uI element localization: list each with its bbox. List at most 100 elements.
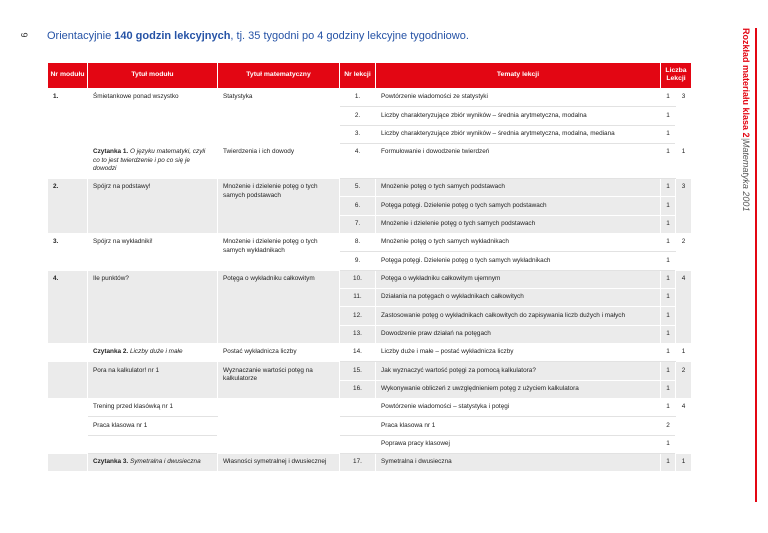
col-header-module-title: Tytuł modułu xyxy=(87,62,218,89)
table-row: 7. Mnożenie i dzielenie potęg o tych sam… xyxy=(48,214,692,234)
lesson-no-cell: 12. xyxy=(339,306,376,326)
lesson-no-cell: 16. xyxy=(339,379,376,399)
topic-cell: Powtórzenie wiadomości ze statystyki xyxy=(375,87,661,108)
math-title-cell: Postać wykładnicza liczby xyxy=(217,342,340,363)
module-total-cell: 3 xyxy=(675,177,692,234)
topic-cell: Potęga potęgi. Dzielenie potęg o tych sa… xyxy=(375,196,661,216)
module-title-cell: Trening przed klasówką nr 1 xyxy=(87,397,218,418)
lesson-no-cell: 13. xyxy=(339,324,376,344)
math-title-cell: Potęga o wykładniku całkowitym xyxy=(217,269,340,344)
math-title-cell: Własności symetralnej i dwusiecznej xyxy=(217,452,340,473)
module-title-cell: Ile punktów? xyxy=(87,269,218,344)
col-header-count: Liczba Lekcji xyxy=(660,62,692,89)
lesson-no-cell: 10. xyxy=(339,269,376,289)
topic-cell: Powtórzenie wiadomości – statystyka i po… xyxy=(375,397,661,418)
lesson-count-cell: 1 xyxy=(660,306,676,326)
col-header-module-no: Nr modułu xyxy=(47,62,88,89)
topic-cell: Zastosowanie potęg o wykładnikach całkow… xyxy=(375,306,661,326)
module-title-italic: Liczby duże i małe xyxy=(129,348,183,356)
math-title-cell: Mnożenie i dzielenie potęg o tych samych… xyxy=(217,177,340,234)
module-no-cell xyxy=(47,361,88,399)
table-row: Poprawa pracy klasowej 1 xyxy=(48,434,692,454)
lesson-no-cell xyxy=(339,397,376,418)
topic-cell: Jak wyznaczyć wartość potęgi za pomocą k… xyxy=(375,361,661,381)
side-separator: | xyxy=(741,137,751,140)
table-row: 12. Zastosowanie potęg o wykładnikach ca… xyxy=(48,306,692,326)
table-row: 2. Spójrz na podstawy! Mnożenie i dziele… xyxy=(47,177,692,234)
lesson-no-cell: 2. xyxy=(339,106,376,126)
lesson-no-cell xyxy=(339,434,376,454)
topic-cell: Potęga potęgi. Dzielenie potęg o tych sa… xyxy=(375,251,661,271)
table-row: 3. Spójrz na wykładniki! Mnożenie i dzie… xyxy=(47,232,692,271)
module-no-cell: 2. xyxy=(47,177,88,234)
module-no-cell: 4. xyxy=(47,269,88,344)
lesson-count-cell: 1 xyxy=(660,434,676,454)
math-title-cell xyxy=(217,397,340,454)
module-title-cell: Praca klasowa nr 1 xyxy=(87,416,218,436)
math-title-cell: Mnożenie i dzielenie potęg o tych samych… xyxy=(217,232,340,271)
topic-cell: Symetralna i dwusieczna xyxy=(375,452,661,473)
side-subtitle: Matematyka 2001 xyxy=(741,139,751,212)
intro-bold: 140 godzin lekcyjnych xyxy=(114,30,231,42)
lesson-no-cell: 8. xyxy=(339,232,376,253)
lesson-count-cell: 1 xyxy=(660,177,676,198)
math-title-cell: Wyznaczanie wartości potęg na kalkulator… xyxy=(217,361,340,399)
topic-cell: Działania na potęgach o wykładnikach cał… xyxy=(375,287,661,308)
topic-cell: Liczby charakteryzujące zbiór wyników – … xyxy=(375,106,661,126)
lesson-count-cell: 1 xyxy=(660,379,676,399)
topic-cell: Mnożenie potęg o tych samych wykładnikac… xyxy=(375,232,661,253)
module-title-cell: Czytanka 1. O języku matematyki, czyli c… xyxy=(87,142,218,179)
table-row: 4. Ile punktów? Potęga o wykładniku całk… xyxy=(47,269,692,344)
module-title-cell: Śmietankowe ponad wszystko xyxy=(87,87,218,144)
lesson-count-cell: 2 xyxy=(660,416,676,436)
table-row: 9. Potęga potęgi. Dzielenie potęg o tych… xyxy=(48,251,692,271)
lesson-count-cell: 1 xyxy=(660,397,676,418)
lesson-count-cell: 1 xyxy=(660,214,676,234)
lesson-count-cell: 1 xyxy=(660,251,676,271)
lesson-count-cell: 1 xyxy=(660,269,676,289)
lesson-no-cell: 11. xyxy=(339,287,376,308)
table-row: Pora na kalkulator! nr 1 Wyznaczanie war… xyxy=(47,361,692,399)
side-red-rule xyxy=(755,28,757,502)
module-title-cell: Czytanka 3. Symetralna i dwusieczna xyxy=(87,452,218,473)
table-row: Czytanka 3. Symetralna i dwusieczna Włas… xyxy=(47,452,692,473)
table-row: Czytanka 1. O języku matematyki, czyli c… xyxy=(47,142,692,179)
lesson-no-cell: 5. xyxy=(339,177,376,198)
table-row: 16. Wykonywanie obliczeń z uwzględnienie… xyxy=(48,379,692,399)
module-title-italic: O języku matematyki, czyli co to jest tw… xyxy=(93,148,206,173)
topic-cell: Liczby duże i małe – postać wykładnicza … xyxy=(375,342,661,363)
intro-text: Orientacyjnie 140 godzin lekcyjnych, tj.… xyxy=(47,30,469,42)
topic-cell: Potęga o wykładniku całkowitym ujemnym xyxy=(375,269,661,289)
module-no-cell xyxy=(47,142,88,179)
lesson-count-cell: 1 xyxy=(660,452,676,473)
lesson-no-cell: 6. xyxy=(339,196,376,216)
table-row: Czytanka 2. Liczby duże i małe Postać wy… xyxy=(47,342,692,363)
topic-cell: Dowodzenie praw działań na potęgach xyxy=(375,324,661,344)
topic-cell: Wykonywanie obliczeń z uwzględnieniem po… xyxy=(375,379,661,399)
page-number: 6 xyxy=(19,32,30,38)
lesson-no-cell: 3. xyxy=(339,124,376,144)
module-title-bold: Czytanka 3. xyxy=(93,458,129,466)
lesson-count-cell: 1 xyxy=(660,232,676,253)
module-total-cell: 2 xyxy=(675,232,692,271)
lesson-count-cell: 1 xyxy=(660,196,676,216)
topic-cell: Mnożenie potęg o tych samych podstawach xyxy=(375,177,661,198)
module-title-cell xyxy=(87,434,218,454)
lesson-no-cell: 17. xyxy=(339,452,376,473)
module-total-cell: 1 xyxy=(675,342,692,363)
lesson-count-cell: 1 xyxy=(660,87,676,108)
topic-cell: Formułowanie i dowodzenie twierdzeń xyxy=(375,142,661,179)
col-header-topics: Tematy lekcji xyxy=(375,62,661,89)
module-no-cell: 3. xyxy=(47,232,88,271)
table-row: 11. Działania na potęgach o wykładnikach… xyxy=(48,287,692,308)
col-header-math-title: Tytuł matematyczny xyxy=(217,62,340,89)
module-total-cell: 4 xyxy=(675,397,692,454)
module-no-cell xyxy=(47,397,88,454)
table-row: Trening przed klasówką nr 1 Powtórzenie … xyxy=(47,397,692,454)
module-total-cell: 4 xyxy=(675,269,692,344)
module-no-cell xyxy=(47,452,88,473)
table-row: 1. Śmietankowe ponad wszystko Statystyka… xyxy=(47,87,692,144)
lesson-no-cell: 15. xyxy=(339,361,376,381)
table-row: 3. Liczby charakteryzujące zbiór wyników… xyxy=(48,124,692,144)
